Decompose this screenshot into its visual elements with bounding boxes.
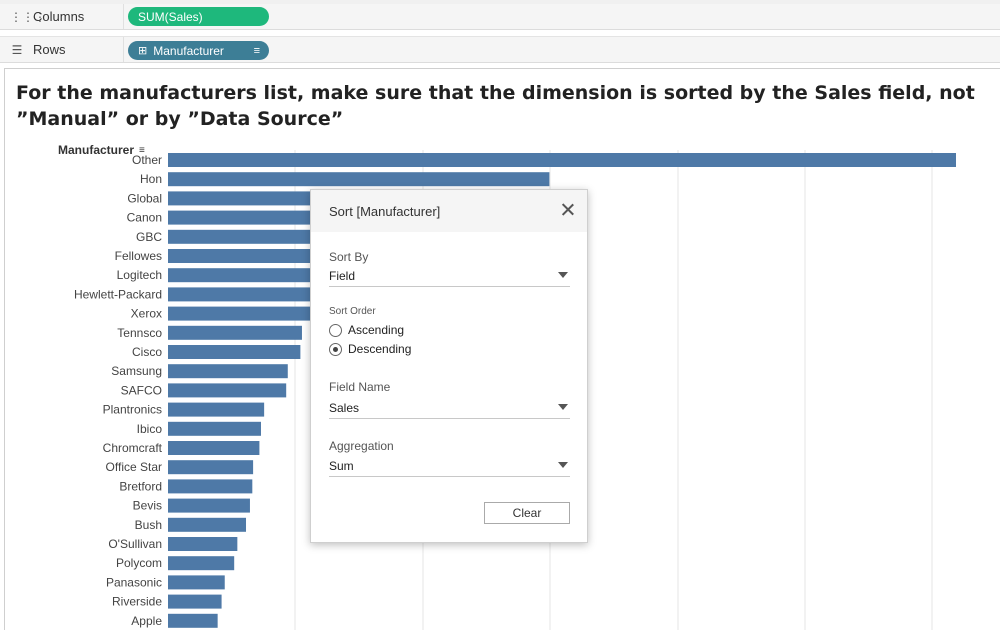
- sort-dialog-title: Sort [Manufacturer]: [329, 203, 441, 219]
- category-label[interactable]: Global: [127, 191, 162, 205]
- category-label[interactable]: Chromcraft: [103, 441, 163, 455]
- manufacturer-pill-label: Manufacturer: [153, 43, 224, 58]
- category-label[interactable]: SAFCO: [121, 383, 162, 397]
- bar[interactable]: [168, 441, 260, 455]
- toolbar-strip: [0, 0, 1000, 4]
- sort-order-label: Sort Order: [329, 306, 376, 317]
- bar[interactable]: [168, 537, 238, 551]
- columns-icon: ⋮⋮⋮: [10, 9, 46, 24]
- bar[interactable]: [168, 421, 261, 436]
- close-icon[interactable]: [561, 202, 575, 216]
- category-label[interactable]: GBC: [136, 230, 162, 244]
- rows-icon: ☰: [11, 42, 23, 57]
- sum-sales-pill-label: SUM(Sales): [138, 9, 203, 24]
- rows-shelf: ☰ Rows ⊞ Manufacturer ≡: [0, 36, 1000, 63]
- bar[interactable]: [168, 556, 235, 571]
- bar[interactable]: [168, 575, 225, 590]
- bar[interactable]: [168, 517, 247, 532]
- category-label[interactable]: Bretford: [119, 479, 162, 493]
- category-label[interactable]: Logitech: [117, 268, 162, 282]
- bar[interactable]: [168, 613, 218, 628]
- category-label[interactable]: Plantronics: [103, 403, 162, 417]
- aggregation-select[interactable]: Sum: [329, 455, 570, 477]
- category-label[interactable]: Office Star: [106, 460, 162, 474]
- sort-indicator-icon[interactable]: ≡: [139, 144, 145, 156]
- bar[interactable]: [168, 594, 222, 609]
- category-label[interactable]: Hon: [140, 172, 162, 186]
- sort-by-label: Sort By: [329, 250, 369, 264]
- bar[interactable]: [168, 364, 288, 379]
- category-label[interactable]: Samsung: [111, 364, 162, 378]
- columns-shelf-label: ⋮⋮⋮ Columns: [4, 4, 124, 29]
- bar[interactable]: [168, 325, 302, 340]
- columns-shelf: ⋮⋮⋮ Columns SUM(Sales): [0, 4, 1000, 30]
- aggregation-value: Sum: [329, 458, 354, 473]
- expand-plus-icon[interactable]: ⊞: [138, 45, 148, 57]
- bar[interactable]: [168, 402, 265, 417]
- category-label[interactable]: Canon: [127, 211, 162, 225]
- descending-radio-circle[interactable]: [329, 342, 342, 356]
- bar[interactable]: [168, 460, 254, 475]
- sort-dialog-header: Sort [Manufacturer]: [311, 190, 587, 232]
- category-label[interactable]: Fellowes: [115, 249, 162, 263]
- row-header-label: Manufacturer: [58, 143, 135, 157]
- category-label[interactable]: Cisco: [132, 345, 162, 359]
- category-label[interactable]: Bush: [135, 518, 162, 532]
- sort-by-select[interactable]: Field: [329, 265, 570, 287]
- worksheet-title: For the manufacturers list, make sure th…: [16, 82, 975, 130]
- sum-sales-pill[interactable]: SUM(Sales): [128, 7, 269, 26]
- bar[interactable]: [168, 383, 287, 398]
- ascending-radio-circle[interactable]: [329, 323, 342, 337]
- clear-button[interactable]: Clear: [484, 502, 570, 524]
- category-label[interactable]: Xerox: [131, 307, 162, 321]
- ascending-label: Ascending: [348, 323, 405, 337]
- category-label[interactable]: Tennsco: [117, 326, 162, 340]
- category-label[interactable]: Panasonic: [106, 575, 162, 589]
- category-label[interactable]: Ibico: [137, 422, 163, 436]
- sort-by-value: Field: [329, 268, 356, 283]
- sort-dialog: Sort [Manufacturer] Sort By Field Sort O…: [310, 189, 588, 543]
- rows-label: Rows: [33, 42, 66, 57]
- field-name-value: Sales: [329, 400, 360, 415]
- aggregation-label: Aggregation: [329, 439, 394, 453]
- ascending-radio[interactable]: Ascending: [329, 323, 404, 337]
- manufacturer-row-header[interactable]: Manufacturer ≡: [58, 143, 145, 157]
- view-area: [4, 68, 1000, 630]
- bar[interactable]: [168, 479, 253, 494]
- category-label[interactable]: Riverside: [112, 595, 162, 609]
- bar[interactable]: [168, 172, 550, 187]
- category-label[interactable]: Bevis: [133, 499, 162, 513]
- field-name-label: Field Name: [329, 380, 391, 394]
- descending-label: Descending: [348, 342, 412, 356]
- sort-descending-icon[interactable]: ≡: [253, 44, 261, 57]
- category-label[interactable]: Apple: [131, 614, 162, 628]
- category-label[interactable]: Polycom: [116, 556, 162, 570]
- bar[interactable]: [168, 498, 250, 513]
- rows-shelf-label: ☰ Rows: [4, 37, 124, 62]
- chevron-down-icon: [558, 462, 568, 468]
- columns-label: Columns: [33, 9, 85, 24]
- bar[interactable]: [168, 153, 956, 167]
- chevron-down-icon: [558, 404, 568, 410]
- manufacturer-pill[interactable]: ⊞ Manufacturer ≡: [128, 41, 269, 60]
- chevron-down-icon: [558, 272, 568, 278]
- descending-radio[interactable]: Descending: [329, 342, 411, 356]
- bar[interactable]: [168, 345, 301, 359]
- category-label[interactable]: Other: [132, 153, 162, 167]
- category-label[interactable]: Hewlett-Packard: [74, 287, 162, 301]
- category-label[interactable]: O'Sullivan: [108, 537, 162, 551]
- field-name-select[interactable]: Sales: [329, 397, 570, 419]
